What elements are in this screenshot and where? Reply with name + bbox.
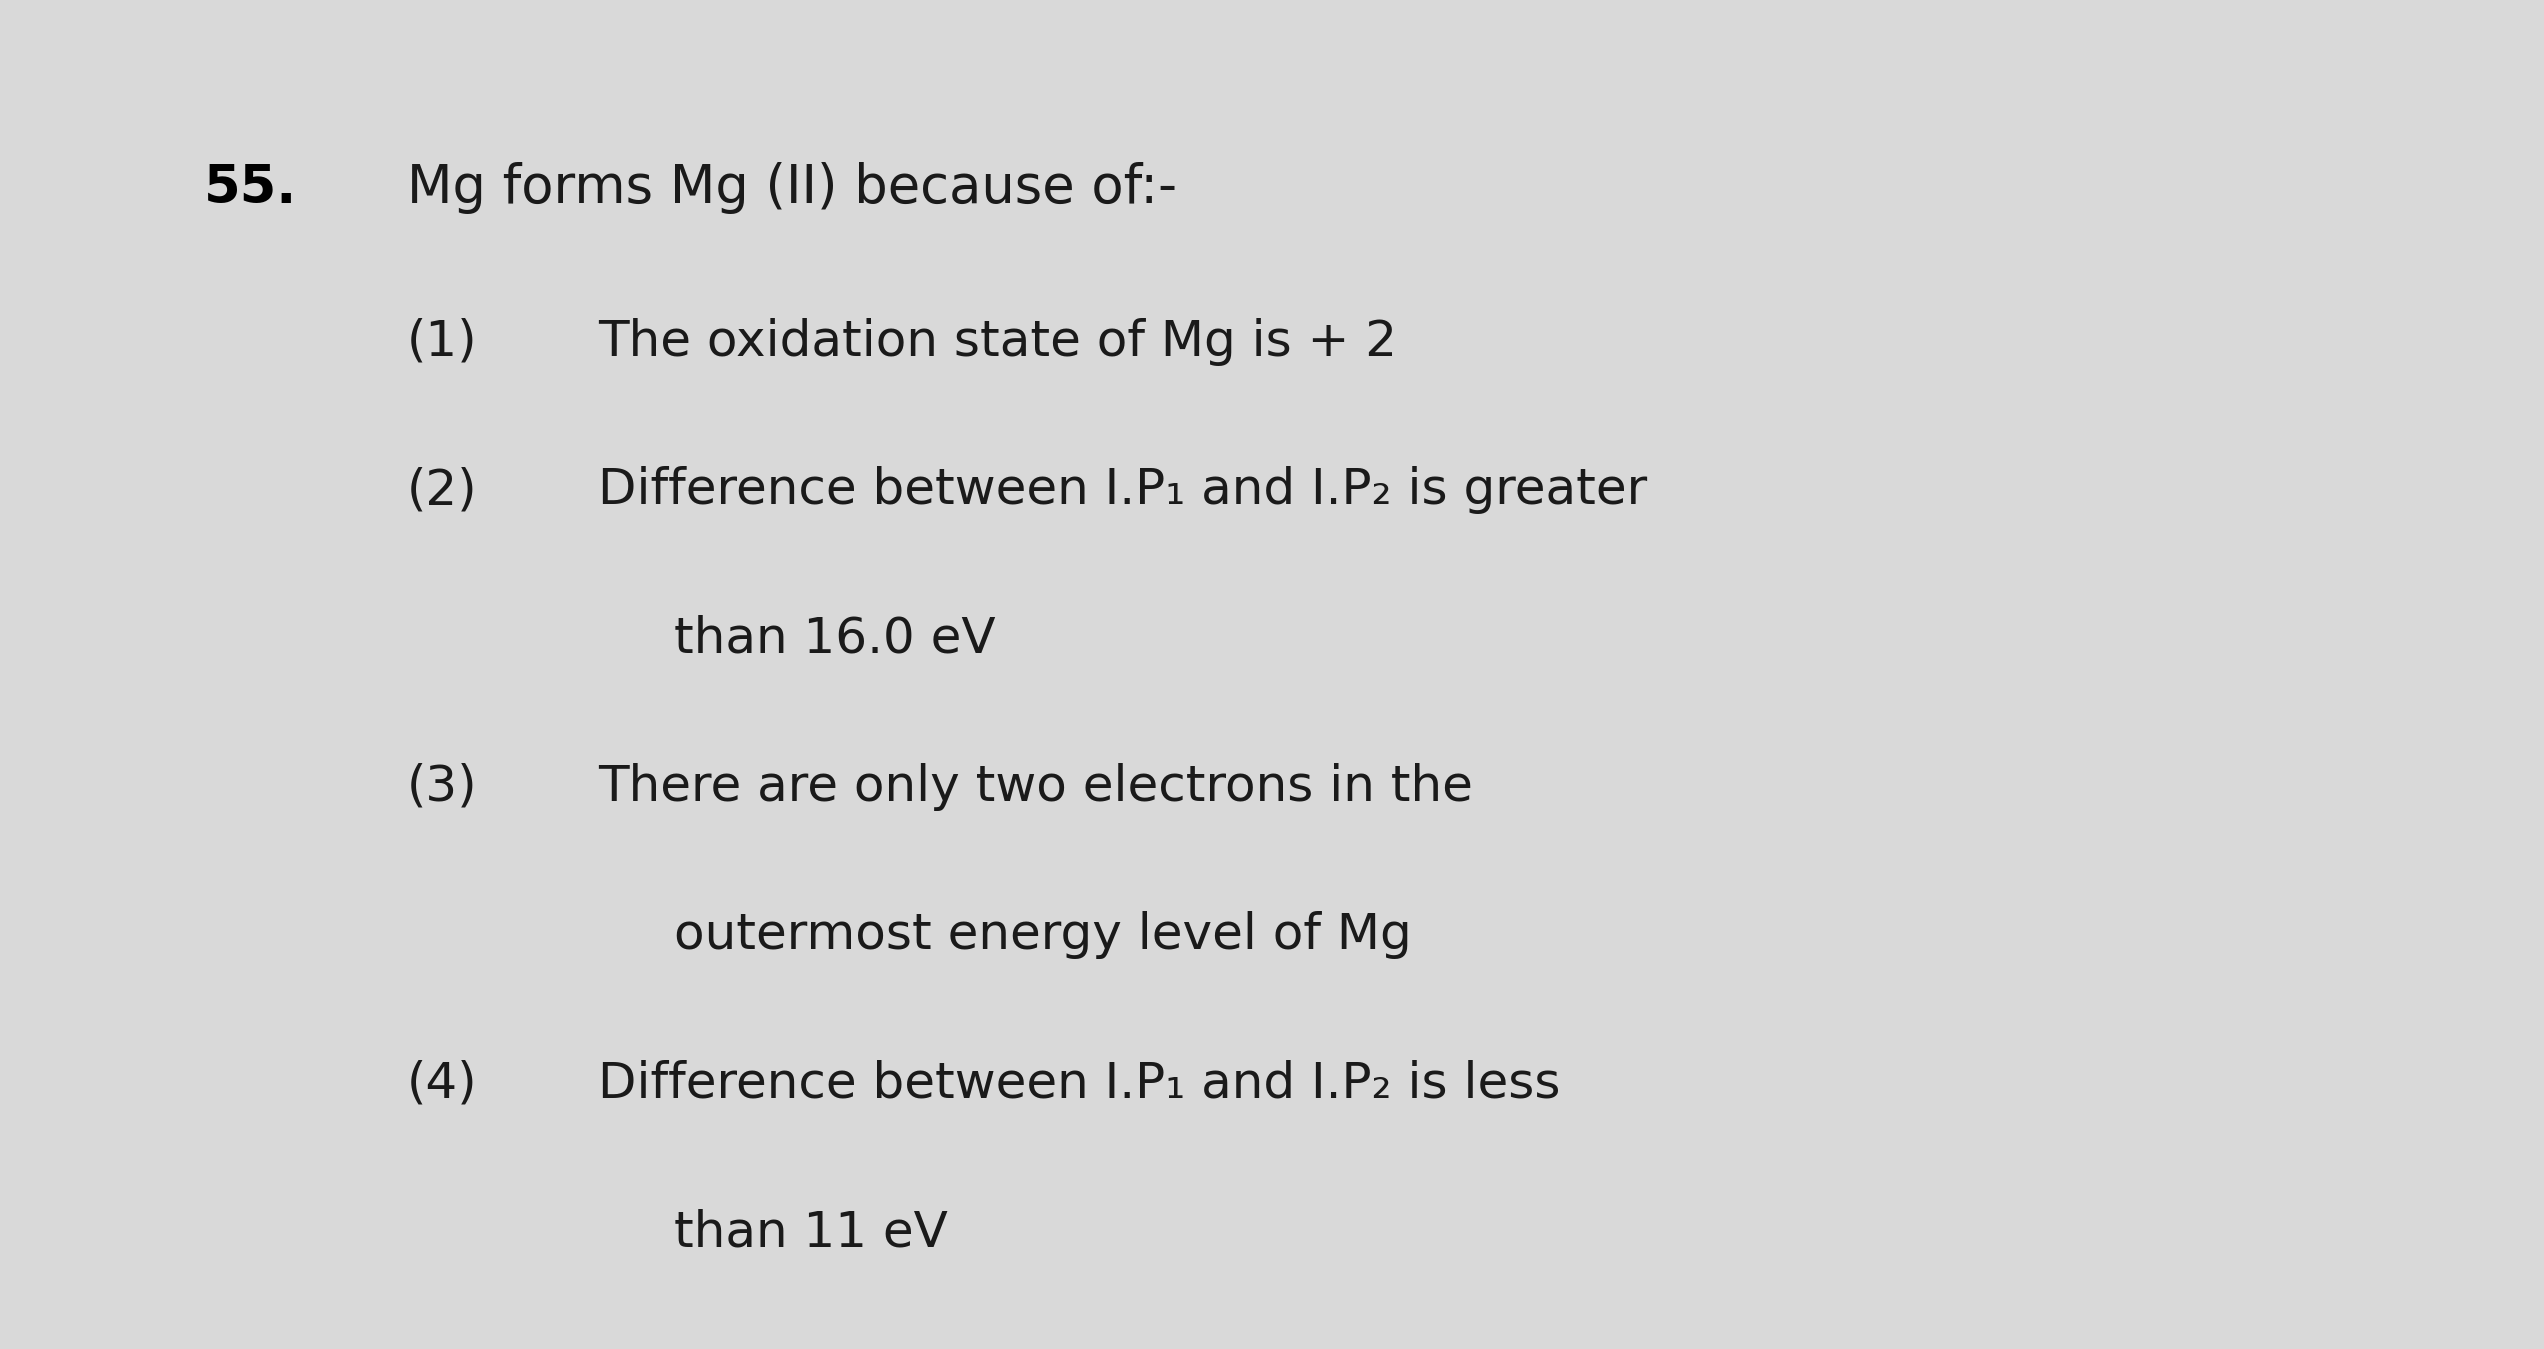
Text: than 11 eV: than 11 eV xyxy=(674,1209,949,1256)
Text: Difference between I.P₁ and I.P₂ is greater: Difference between I.P₁ and I.P₂ is grea… xyxy=(598,467,1646,514)
Text: The oxidation state of Mg is + 2: The oxidation state of Mg is + 2 xyxy=(598,318,1397,366)
Text: (1): (1) xyxy=(407,318,478,366)
Text: Mg forms Mg (II) because of:-: Mg forms Mg (II) because of:- xyxy=(407,162,1178,214)
Text: (4): (4) xyxy=(407,1060,478,1108)
Text: Difference between I.P₁ and I.P₂ is less: Difference between I.P₁ and I.P₂ is less xyxy=(598,1060,1559,1108)
Text: than 16.0 eV: than 16.0 eV xyxy=(674,615,995,662)
Text: 55.: 55. xyxy=(204,162,298,214)
Text: (3): (3) xyxy=(407,764,478,811)
Text: (2): (2) xyxy=(407,467,478,514)
Text: outermost energy level of Mg: outermost energy level of Mg xyxy=(674,912,1412,959)
Text: There are only two electrons in the: There are only two electrons in the xyxy=(598,764,1473,811)
